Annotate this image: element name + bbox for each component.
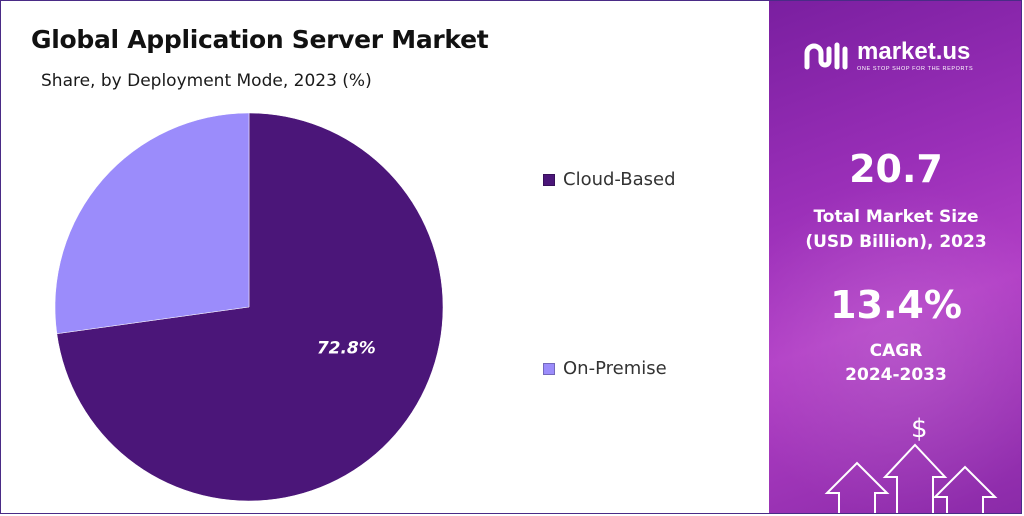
- legend-swatch-on-premise: [543, 362, 555, 375]
- market-size-value: 20.7: [849, 147, 943, 191]
- dollar-icon: $: [911, 414, 928, 444]
- chart-panel: Global Application Server Market Share, …: [1, 1, 769, 513]
- brand-tagline: ONE STOP SHOP FOR THE REPORTS: [857, 66, 974, 72]
- legend-label-on-premise: On-Premise: [563, 358, 667, 379]
- pie-chart: 72.8%: [54, 112, 444, 502]
- cagr-value: 13.4%: [830, 283, 962, 327]
- cagr-label: CAGR: [869, 341, 923, 361]
- chart-title: Global Application Server Market: [31, 25, 489, 54]
- chart-subtitle: Share, by Deployment Mode, 2023 (%): [41, 71, 372, 91]
- legend-item-cloud-based: Cloud-Based: [543, 169, 676, 190]
- stats-panel: market.us ONE STOP SHOP FOR THE REPORTS …: [769, 1, 1021, 513]
- arrow-center-icon: [882, 443, 948, 513]
- pie-slice-cloud-based: [56, 112, 444, 502]
- brand-name: market.us: [857, 38, 971, 65]
- rising-arrows-icon: $: [824, 414, 998, 513]
- legend-label-cloud-based: Cloud-Based: [563, 169, 676, 190]
- legend-item-on-premise: On-Premise: [543, 358, 667, 379]
- brand-logo: market.us ONE STOP SHOP FOR THE REPORTS: [803, 39, 973, 73]
- market-size-label-line2: (USD Billion), 2023: [805, 232, 987, 252]
- arrow-left-icon: [824, 461, 890, 513]
- cagr-period: 2024-2033: [845, 365, 947, 385]
- legend-swatch-cloud-based: [543, 173, 555, 186]
- data-label-cloud-based: 72.8%: [317, 339, 376, 359]
- market-us-logo-icon: [804, 42, 848, 70]
- arrow-right-icon: [932, 465, 998, 513]
- pie-slice-on-premise: [54, 112, 250, 335]
- market-size-label-line1: Total Market Size: [813, 207, 979, 227]
